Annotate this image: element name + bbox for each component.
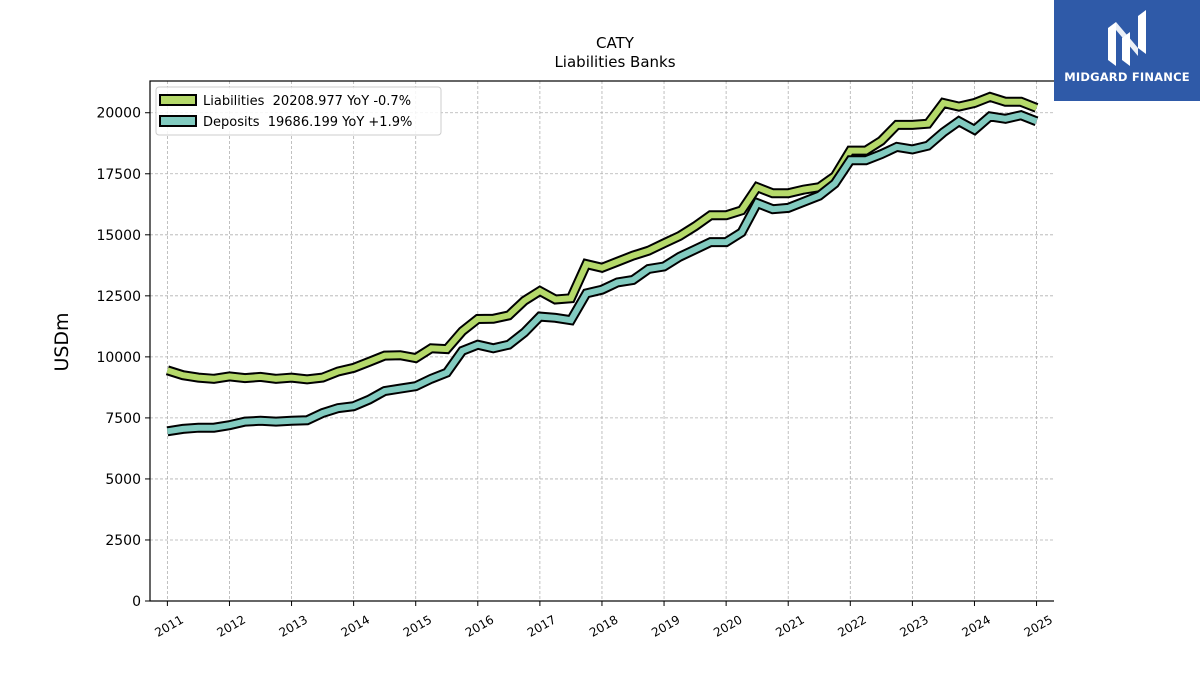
x-tick-label: 2018 xyxy=(587,612,620,639)
x-tick-label: 2019 xyxy=(649,612,682,639)
y-tick-label: 5000 xyxy=(105,472,141,488)
x-tick-label: 2013 xyxy=(277,612,310,639)
series-line-liabilities xyxy=(166,93,1038,383)
x-tick-label: 2012 xyxy=(215,612,248,639)
x-tick-label: 2015 xyxy=(401,612,434,639)
y-tick-label: 0 xyxy=(132,594,141,610)
chart-subtitle: Liabilities Banks xyxy=(554,53,675,71)
legend: Liabilities 20208.977 YoY -0.7% Deposits … xyxy=(155,86,442,136)
x-axis: 2011 2012 2013 2014 2015 2016 2017 2018 2019 2020… xyxy=(152,601,1054,640)
brand-name: MIDGARD FINANCE xyxy=(1064,70,1190,84)
y-tick-label: 15000 xyxy=(96,228,141,244)
x-tick-label: 2017 xyxy=(525,612,558,639)
chart-title: CATY xyxy=(596,34,635,52)
brand-logo: MIDGARD FINANCE xyxy=(1054,0,1200,101)
chart: CATY Liabilities Banks USDm 0 2500 5000 750… xyxy=(51,34,1054,640)
x-tick-label: 2014 xyxy=(339,612,372,639)
y-tick-label: 2500 xyxy=(105,533,141,549)
x-tick-label: 2020 xyxy=(711,612,744,639)
series-line-deposits xyxy=(166,112,1038,435)
legend-label-deposits: Deposits 19686.199 YoY +1.9% xyxy=(203,115,412,130)
x-tick-label: 2023 xyxy=(897,612,930,639)
legend-swatch-deposits xyxy=(159,115,197,127)
y-axis-label: USDm xyxy=(51,312,73,371)
y-tick-label: 17500 xyxy=(96,167,141,183)
y-tick-label: 20000 xyxy=(96,106,141,122)
x-tick-label: 2022 xyxy=(835,612,868,639)
x-tick-label: 2011 xyxy=(152,612,185,639)
legend-box xyxy=(155,86,442,136)
y-tick-label: 10000 xyxy=(96,350,141,366)
midgard-logo-icon xyxy=(1108,10,1146,66)
y-tick-label: 7500 xyxy=(105,411,141,427)
plot-frame xyxy=(149,80,1054,602)
legend-swatch-liabilities xyxy=(159,94,197,106)
x-tick-label: 2024 xyxy=(960,612,993,639)
x-tick-label: 2025 xyxy=(1022,612,1054,639)
y-axis: 0 2500 5000 7500 10000 12500 15000 17500 20000 xyxy=(96,106,150,610)
grid xyxy=(150,81,1054,602)
legend-label-liabilities: Liabilities 20208.977 YoY -0.7% xyxy=(203,94,411,109)
y-tick-label: 12500 xyxy=(96,289,141,305)
x-tick-label: 2016 xyxy=(463,612,496,639)
plot-area xyxy=(165,91,1039,437)
x-tick-label: 2021 xyxy=(773,612,806,639)
